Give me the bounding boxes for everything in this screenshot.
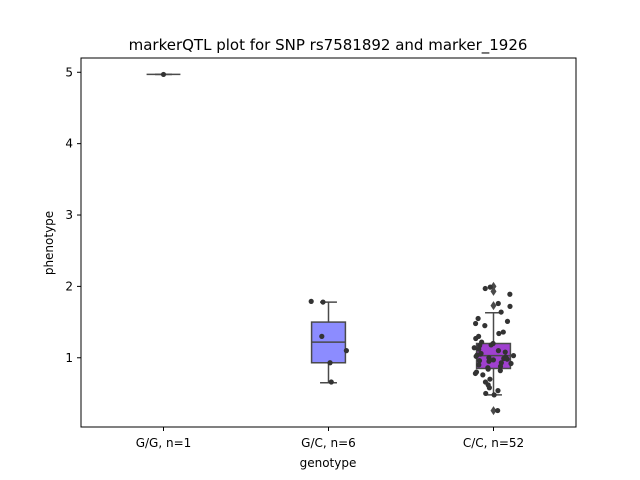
- data-point: [507, 303, 513, 309]
- data-point: [480, 372, 486, 378]
- y-axis: 1 2 3 4 5: [65, 65, 81, 365]
- y-tick-label: 4: [65, 137, 73, 151]
- data-point: [476, 346, 482, 352]
- data-point: [320, 299, 326, 305]
- outlier-marker: [490, 301, 497, 311]
- data-point: [495, 300, 501, 307]
- data-point: [473, 335, 479, 342]
- data-point: [472, 320, 479, 327]
- data-point: [476, 362, 482, 368]
- strip-points-layer: [160, 71, 517, 414]
- data-point: [483, 390, 489, 397]
- data-point: [497, 368, 503, 374]
- data-point: [308, 298, 314, 304]
- x-axis-label: genotype: [300, 456, 357, 470]
- x-tick-label: G/C, n=6: [301, 436, 356, 450]
- data-point: [343, 348, 349, 354]
- data-point: [486, 358, 492, 364]
- y-tick-label: 1: [65, 351, 73, 365]
- data-point: [473, 353, 479, 359]
- data-point: [482, 323, 488, 329]
- data-point: [475, 315, 481, 322]
- data-point: [482, 285, 488, 292]
- data-point: [485, 366, 491, 372]
- data-point: [487, 284, 493, 290]
- data-point: [496, 330, 502, 337]
- data-point: [486, 385, 492, 391]
- x-tick-label: C/C, n=52: [463, 436, 524, 450]
- data-point: [508, 360, 514, 367]
- y-axis-label: phenotype: [42, 211, 56, 275]
- data-point: [495, 387, 501, 394]
- data-point: [498, 309, 504, 315]
- data-point: [497, 363, 504, 369]
- data-point: [502, 349, 508, 355]
- data-point: [488, 342, 494, 348]
- data-point: [160, 71, 167, 78]
- data-point: [490, 357, 497, 363]
- data-point: [504, 318, 511, 324]
- data-point: [495, 348, 502, 354]
- data-point: [495, 407, 501, 414]
- data-point: [504, 356, 510, 362]
- data-point: [472, 370, 479, 377]
- data-point: [487, 376, 493, 382]
- data-point: [471, 345, 477, 351]
- data-point: [328, 379, 334, 385]
- x-axis: G/G, n=1 G/C, n=6 C/C, n=52: [136, 427, 524, 450]
- data-point: [500, 329, 506, 335]
- outlier-marker: [490, 406, 497, 416]
- data-point: [327, 360, 333, 366]
- outlier-marker: [490, 286, 497, 296]
- data-point: [491, 392, 497, 398]
- x-tick-label: G/G, n=1: [136, 436, 192, 450]
- data-point: [510, 353, 517, 359]
- data-point: [319, 333, 325, 339]
- data-point: [476, 358, 483, 364]
- y-tick-label: 5: [65, 65, 73, 79]
- chart-title: markerQTL plot for SNP rs7581892 and mar…: [129, 36, 528, 55]
- y-tick-label: 3: [65, 208, 73, 222]
- y-tick-label: 2: [65, 279, 73, 293]
- data-point: [507, 291, 513, 297]
